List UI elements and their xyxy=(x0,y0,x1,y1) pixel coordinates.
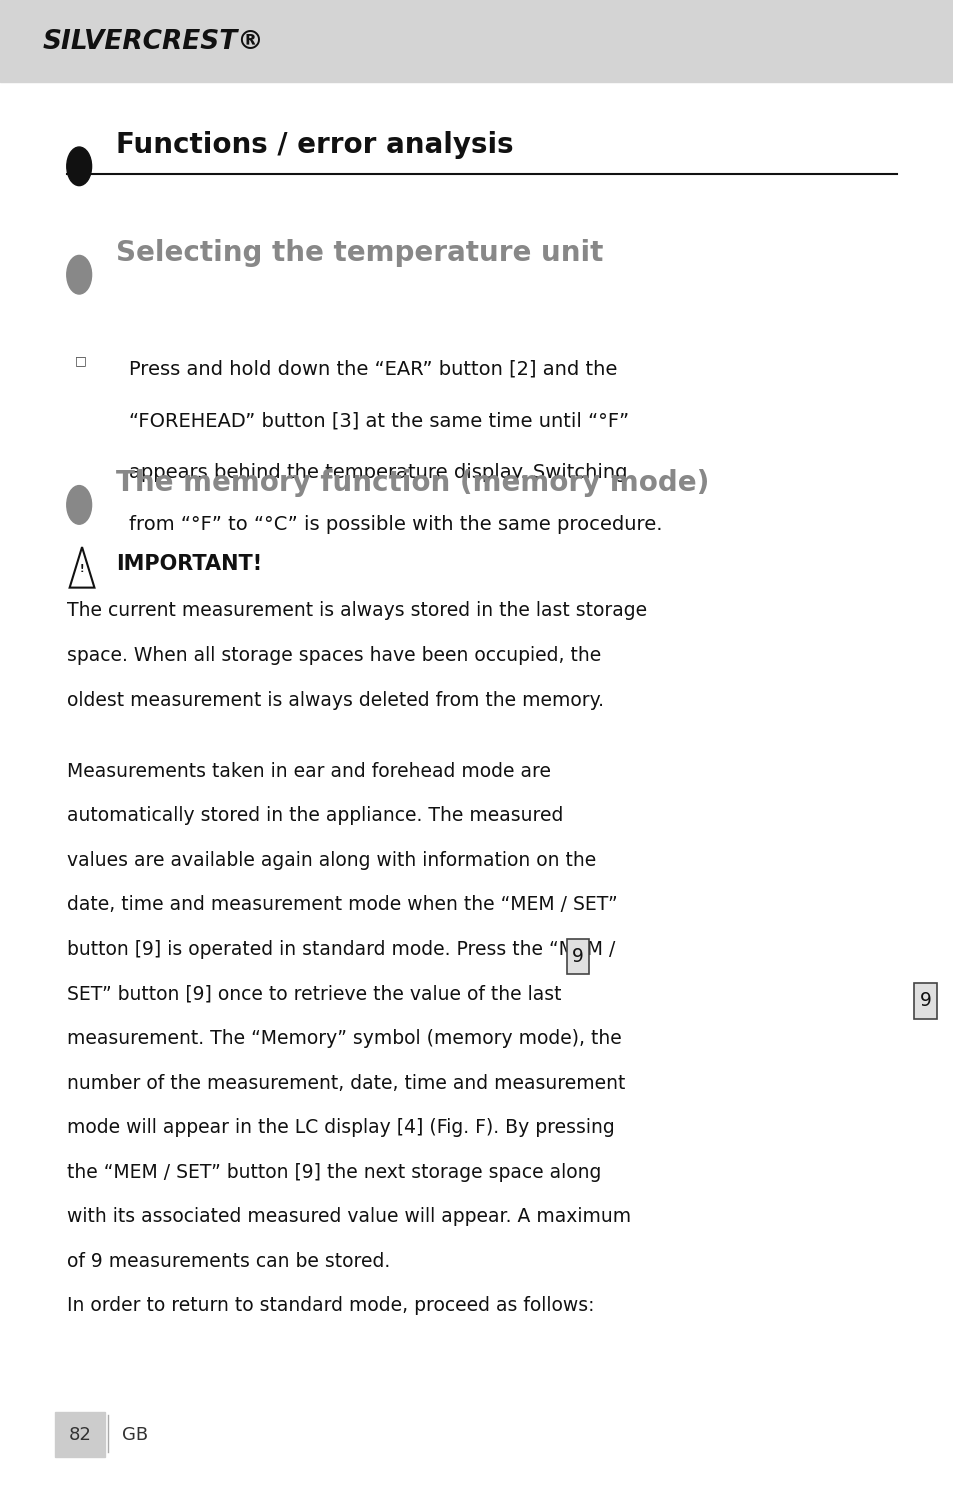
Text: The current measurement is always stored in the last storage: The current measurement is always stored… xyxy=(67,601,646,621)
Text: oldest measurement is always deleted from the memory.: oldest measurement is always deleted fro… xyxy=(67,691,603,710)
Text: 9: 9 xyxy=(572,947,583,965)
Text: Selecting the temperature unit: Selecting the temperature unit xyxy=(116,239,603,267)
Text: !: ! xyxy=(80,564,84,573)
Text: date, time and measurement mode when the “MEM / SET”: date, time and measurement mode when the… xyxy=(67,895,617,915)
Bar xyxy=(55,1412,105,1457)
Text: appears behind the temperature display. Switching: appears behind the temperature display. … xyxy=(129,463,627,483)
Text: automatically stored in the appliance. The measured: automatically stored in the appliance. T… xyxy=(67,806,562,826)
Text: “FOREHEAD” button [3] at the same time until “°F”: “FOREHEAD” button [3] at the same time u… xyxy=(129,411,628,431)
Text: from “°F” to “°C” is possible with the same procedure.: from “°F” to “°C” is possible with the s… xyxy=(129,515,661,535)
Text: values are available again along with information on the: values are available again along with in… xyxy=(67,851,596,870)
Text: 9: 9 xyxy=(919,992,931,1010)
Text: with its associated measured value will appear. A maximum: with its associated measured value will … xyxy=(67,1207,630,1227)
Text: space. When all storage spaces have been occupied, the: space. When all storage spaces have been… xyxy=(67,646,600,665)
Text: mode will appear in the LC display [4] (Fig. F). By pressing: mode will appear in the LC display [4] (… xyxy=(67,1118,614,1138)
Text: GB: GB xyxy=(122,1426,148,1443)
FancyBboxPatch shape xyxy=(913,983,936,1019)
Text: SILVERCREST®: SILVERCREST® xyxy=(43,28,264,55)
Text: measurement. The “Memory” symbol (memory mode), the: measurement. The “Memory” symbol (memory… xyxy=(67,1029,620,1048)
Text: Press and hold down the “EAR” button [2] and the: Press and hold down the “EAR” button [2]… xyxy=(129,359,617,379)
FancyBboxPatch shape xyxy=(566,939,589,974)
Circle shape xyxy=(67,255,91,294)
Text: Functions / error analysis: Functions / error analysis xyxy=(116,131,514,159)
Text: SET” button [9] once to retrieve the value of the last: SET” button [9] once to retrieve the val… xyxy=(67,985,560,1004)
Text: of 9 measurements can be stored.: of 9 measurements can be stored. xyxy=(67,1252,390,1271)
Circle shape xyxy=(67,486,91,524)
Text: the “MEM / SET” button [9] the next storage space along: the “MEM / SET” button [9] the next stor… xyxy=(67,1163,600,1182)
Text: number of the measurement, date, time and measurement: number of the measurement, date, time an… xyxy=(67,1074,624,1093)
Text: □: □ xyxy=(74,355,86,367)
Text: 82: 82 xyxy=(69,1426,91,1443)
Text: button [9] is operated in standard mode. Press the “MEM /: button [9] is operated in standard mode.… xyxy=(67,940,615,959)
Text: IMPORTANT!: IMPORTANT! xyxy=(116,554,262,575)
Text: Measurements taken in ear and forehead mode are: Measurements taken in ear and forehead m… xyxy=(67,762,550,781)
Text: In order to return to standard mode, proceed as follows:: In order to return to standard mode, pro… xyxy=(67,1296,594,1316)
Circle shape xyxy=(67,147,91,186)
Bar xyxy=(0,0,953,82)
Text: The memory function (memory mode): The memory function (memory mode) xyxy=(116,469,709,497)
